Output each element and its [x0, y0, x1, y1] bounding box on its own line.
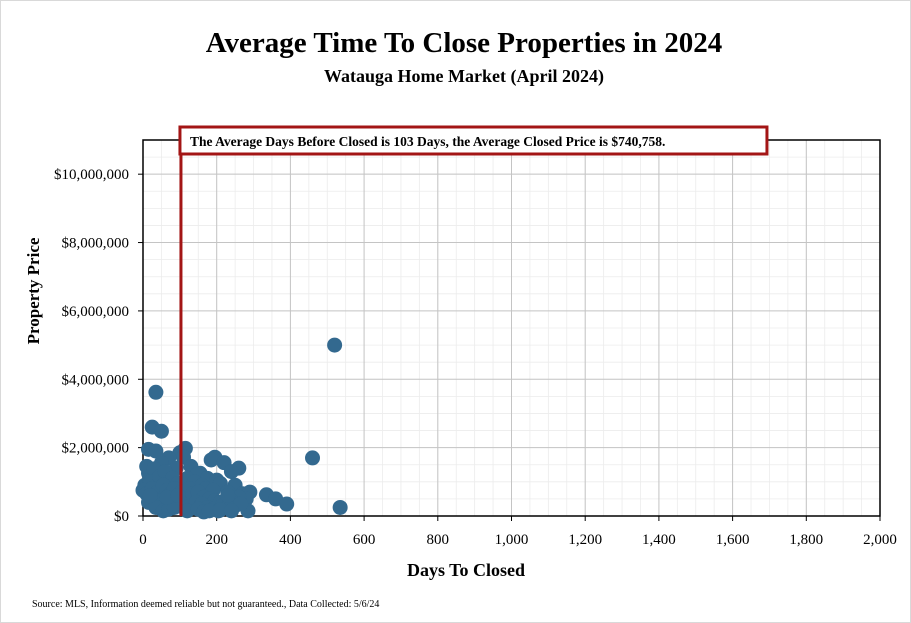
data-point — [203, 452, 219, 468]
x-axis-ticks: 0 200 400 600 800 1,000 1,200 1,400 1,600 1,800 2,… — [139, 516, 897, 548]
data-point — [148, 384, 164, 400]
chart-title: Average Time To Close Properties in 2024 — [206, 27, 723, 59]
data-point — [279, 496, 295, 512]
x-tick-label: 400 — [279, 532, 302, 548]
y-tick-label: $4,000,000 — [62, 372, 130, 388]
x-tick-label: 2,000 — [863, 532, 897, 548]
x-tick-label: 600 — [353, 532, 376, 548]
average-annotation: The Average Days Before Closed is 103 Da… — [178, 125, 769, 156]
x-tick-label: 1,200 — [568, 532, 602, 548]
data-point — [223, 464, 239, 480]
source-note: Source: MLS, Information deemed reliable… — [32, 599, 380, 610]
average-annotation-box — [178, 125, 769, 156]
x-tick-label: 1,000 — [495, 532, 529, 548]
average-annotation-text: The Average Days Before Closed is 103 Da… — [190, 134, 665, 149]
data-point — [153, 423, 169, 439]
x-tick-label: 1,600 — [716, 532, 750, 548]
scatter-points — [135, 337, 348, 520]
data-point — [159, 489, 175, 505]
data-point — [212, 502, 228, 518]
chart-subtitle: Watauga Home Market (April 2024) — [324, 66, 604, 87]
data-point — [148, 443, 164, 459]
data-point — [223, 503, 239, 519]
y-tick-label: $0 — [114, 509, 129, 525]
data-point — [305, 450, 321, 466]
x-tick-label: 200 — [205, 532, 228, 548]
y-tick-label: $6,000,000 — [62, 304, 130, 320]
y-axis-label: Property Price — [24, 237, 43, 344]
x-tick-label: 1,400 — [642, 532, 676, 548]
x-tick-label: 1,800 — [789, 532, 823, 548]
y-tick-label: $2,000,000 — [62, 441, 130, 457]
data-point — [327, 337, 343, 353]
x-axis-label: Days To Closed — [407, 560, 525, 580]
data-point — [142, 487, 158, 503]
x-tick-label: 800 — [427, 532, 450, 548]
data-point — [201, 503, 217, 519]
y-tick-label: $8,000,000 — [62, 236, 130, 252]
data-point — [179, 503, 195, 519]
y-axis-ticks: $0 $2,000,000 $4,000,000 $6,000,000 $8,000,0… — [54, 167, 143, 525]
x-tick-label: 0 — [139, 532, 147, 548]
data-point — [220, 487, 236, 503]
data-point — [170, 487, 186, 503]
y-tick-label: $10,000,000 — [54, 167, 129, 183]
data-point — [332, 499, 348, 515]
